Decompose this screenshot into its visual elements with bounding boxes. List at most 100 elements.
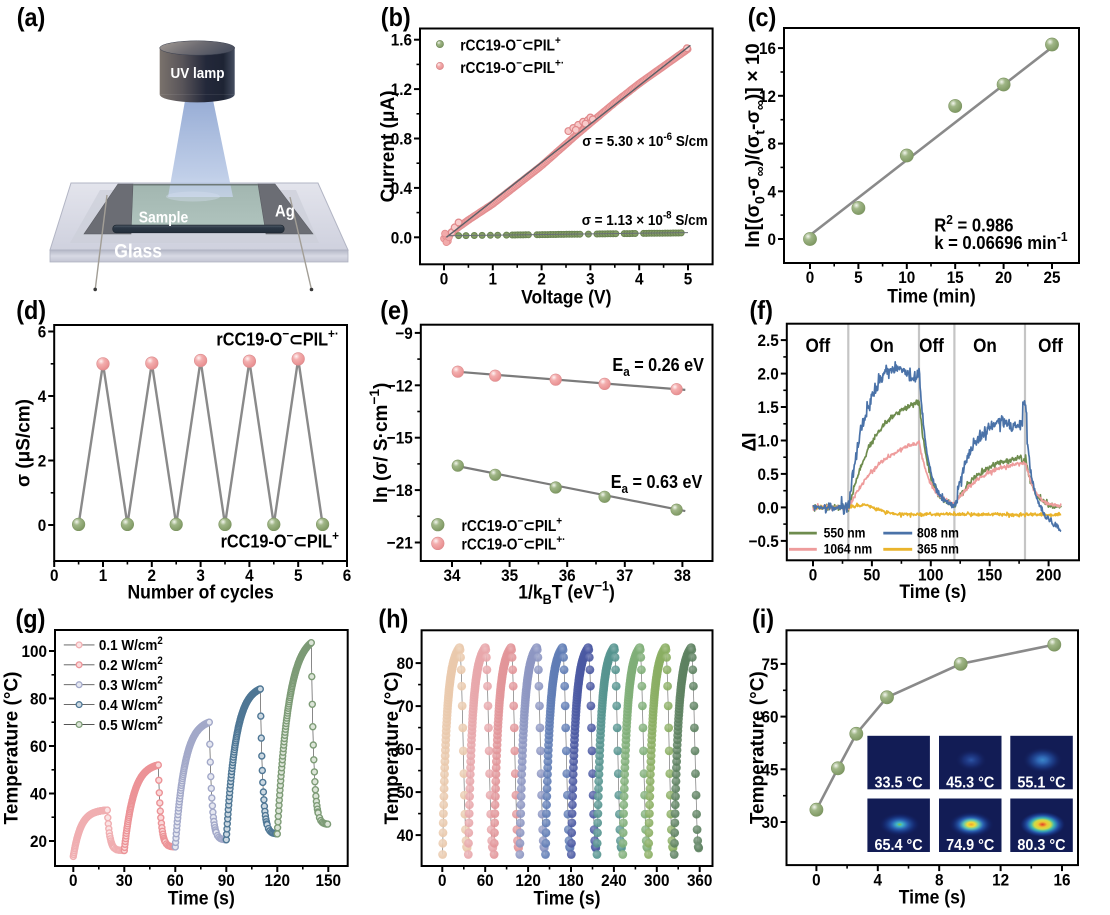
svg-text:3: 3 (196, 566, 205, 585)
svg-text:5: 5 (854, 268, 863, 287)
svg-text:12: 12 (759, 87, 776, 106)
svg-text:200: 200 (1036, 566, 1062, 585)
svg-text:80: 80 (30, 690, 47, 709)
svg-text:rCC19-O−​⊂PIL+·: rCC19-O−​⊂PIL+· (460, 58, 564, 78)
svg-text:0.8: 0.8 (391, 130, 412, 149)
svg-text:0.0: 0.0 (391, 228, 412, 247)
svg-text:0: 0 (38, 516, 47, 535)
svg-text:0.4 W/cm2: 0.4 W/cm2 (99, 695, 163, 714)
svg-text:360: 360 (687, 871, 713, 890)
svg-text:Temperature (°C): Temperature (°C) (2, 672, 23, 825)
svg-text:On: On (973, 336, 997, 357)
svg-text:35: 35 (501, 566, 518, 585)
svg-text:120: 120 (515, 871, 541, 890)
svg-text:60: 60 (397, 740, 414, 759)
svg-text:(a): (a) (17, 2, 46, 32)
svg-text:0.1 W/cm2: 0.1 W/cm2 (99, 635, 163, 654)
svg-text:(i): (i) (752, 604, 774, 634)
svg-text:16: 16 (759, 39, 776, 58)
svg-text:Sample: Sample (139, 210, 189, 227)
svg-text:Glass: Glass (114, 240, 162, 262)
svg-text:−0.5: −0.5 (749, 532, 779, 551)
svg-text:80: 80 (397, 654, 414, 673)
svg-text:10: 10 (898, 268, 915, 287)
svg-text:0: 0 (812, 870, 821, 889)
svg-text:Time (s): Time (s) (899, 887, 966, 909)
svg-text:−9: −9 (395, 324, 412, 343)
svg-text:1.5: 1.5 (758, 398, 779, 417)
svg-text:25: 25 (1044, 268, 1061, 287)
svg-text:0: 0 (806, 268, 815, 287)
svg-text:ΔI: ΔI (740, 433, 761, 452)
svg-text:30: 30 (116, 871, 133, 890)
svg-text:50: 50 (863, 566, 880, 585)
svg-text:0.4: 0.4 (391, 179, 413, 198)
svg-text:0: 0 (50, 566, 59, 585)
svg-text:40: 40 (30, 785, 47, 804)
svg-text:33.5 °C: 33.5 °C (875, 774, 924, 791)
svg-text:0: 0 (768, 230, 777, 249)
svg-text:0: 0 (438, 871, 447, 890)
svg-text:40: 40 (397, 826, 414, 845)
svg-text:1.2: 1.2 (391, 80, 412, 99)
svg-text:5: 5 (294, 566, 303, 585)
svg-text:Time (s): Time (s) (899, 581, 966, 603)
svg-text:(h): (h) (378, 604, 408, 634)
svg-text:150: 150 (316, 871, 342, 890)
svg-text:38: 38 (674, 566, 691, 585)
svg-text:0: 0 (69, 871, 78, 890)
svg-text:37: 37 (616, 566, 633, 585)
svg-text:ln[(σ0​-σ∞​)/(σt​-σ∞​)] × 10: ln[(σ0​-σ∞​)/(σt​-σ∞​)] × 10 (742, 43, 767, 248)
svg-text:Number of cycles: Number of cycles (127, 582, 273, 604)
svg-text:σ = 1.13 × 10-8​ S/cm: σ = 1.13 × 10-8​ S/cm (582, 210, 708, 229)
svg-text:UV lamp: UV lamp (171, 65, 225, 82)
svg-text:100: 100 (22, 642, 48, 661)
svg-text:2: 2 (38, 452, 47, 471)
svg-text:2: 2 (537, 270, 546, 289)
svg-text:70: 70 (397, 697, 414, 716)
svg-text:Temperature (°C): Temperature (°C) (382, 672, 403, 825)
svg-text:1: 1 (99, 566, 108, 585)
svg-text:(c): (c) (748, 2, 777, 32)
svg-text:Voltage (V): Voltage (V) (521, 287, 611, 309)
svg-text:Ag: Ag (275, 203, 295, 221)
svg-text:4: 4 (874, 870, 883, 889)
svg-text:4: 4 (635, 270, 644, 289)
svg-text:2: 2 (148, 566, 157, 585)
svg-text:σ (μS/cm): σ (μS/cm) (14, 399, 35, 487)
svg-text:rCC19-O−​⊂PIL+·: rCC19-O−​⊂PIL+· (216, 326, 338, 350)
svg-text:σ = 5.30 × 10-6​ S/cm: σ = 5.30 × 10-6​ S/cm (582, 131, 708, 150)
svg-text:−12: −12 (387, 376, 413, 395)
svg-text:Current (μA): Current (μA) (378, 90, 399, 202)
svg-text:Off: Off (1038, 336, 1063, 357)
svg-text:R2​ = 0.986: R2​ = 0.986 (934, 212, 1013, 236)
svg-text:15: 15 (947, 268, 964, 287)
svg-text:0: 0 (809, 566, 818, 585)
svg-text:20: 20 (30, 832, 47, 851)
svg-text:k = 0.06696 min-1: k = 0.06696 min-1 (934, 229, 1068, 253)
svg-text:4: 4 (245, 566, 254, 585)
svg-text:5: 5 (684, 270, 693, 289)
svg-text:150: 150 (977, 566, 1003, 585)
svg-text:Ea​ = 0.63 eV: Ea​ = 0.63 eV (611, 472, 703, 496)
svg-text:0.5 W/cm2: 0.5 W/cm2 (99, 715, 163, 734)
svg-text:65.4 °C: 65.4 °C (875, 837, 924, 854)
svg-text:300: 300 (644, 871, 670, 890)
svg-text:rCC19-O−​⊂PIL+·: rCC19-O−​⊂PIL+· (462, 534, 566, 554)
svg-text:(d): (d) (16, 295, 46, 325)
svg-text:6: 6 (343, 566, 352, 585)
svg-text:3: 3 (586, 270, 595, 289)
svg-text:6: 6 (38, 323, 47, 342)
svg-text:74.9 °C: 74.9 °C (946, 837, 995, 854)
svg-text:−18: −18 (387, 481, 413, 500)
svg-text:4: 4 (768, 182, 777, 201)
svg-text:90: 90 (218, 871, 235, 890)
svg-text:550 nm: 550 nm (824, 526, 866, 541)
svg-text:80.3 °C: 80.3 °C (1017, 837, 1066, 854)
svg-text:100: 100 (918, 566, 944, 585)
svg-text:45.3 °C: 45.3 °C (946, 774, 995, 791)
svg-text:240: 240 (601, 871, 627, 890)
svg-text:Time (s): Time (s) (534, 888, 601, 910)
svg-text:Off: Off (919, 336, 944, 357)
svg-text:45: 45 (762, 760, 779, 779)
